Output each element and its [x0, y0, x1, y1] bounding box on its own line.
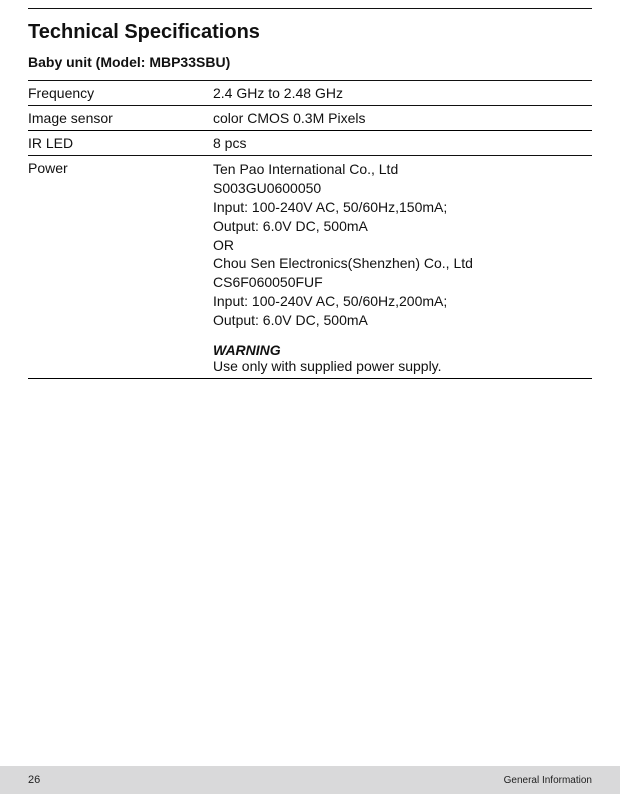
page-title: Technical Specifications: [28, 21, 592, 44]
power-line: Ten Pao International Co., Ltd: [213, 160, 592, 179]
top-rule: [28, 8, 592, 9]
power-line: Input: 100-240V AC, 50/60Hz,150mA;: [213, 198, 592, 217]
spec-table: Frequency 2.4 GHz to 2.48 GHz Image sens…: [28, 80, 592, 379]
spec-value: color CMOS 0.3M Pixels: [213, 106, 592, 131]
power-line: Chou Sen Electronics(Shenzhen) Co., Ltd: [213, 254, 592, 273]
power-line: OR: [213, 236, 592, 255]
power-line: Output: 6.0V DC, 500mA: [213, 217, 592, 236]
spec-key: Frequency: [28, 81, 213, 106]
footer-section-label: General Information: [504, 775, 592, 786]
spec-key: IR LED: [28, 131, 213, 156]
table-row: IR LED 8 pcs: [28, 131, 592, 156]
page-number: 26: [28, 774, 40, 786]
table-row: Power Ten Pao International Co., Ltd S00…: [28, 156, 592, 379]
spec-key: Image sensor: [28, 106, 213, 131]
warning-label: WARNING: [213, 342, 592, 358]
spec-value: 2.4 GHz to 2.48 GHz: [213, 81, 592, 106]
spec-key: Power: [28, 156, 213, 379]
power-line: S003GU0600050: [213, 179, 592, 198]
page-subtitle: Baby unit (Model: MBP33SBU): [28, 54, 592, 70]
warning-text: Use only with supplied power supply.: [213, 358, 592, 374]
table-row: Image sensor color CMOS 0.3M Pixels: [28, 106, 592, 131]
power-detail-lines: Ten Pao International Co., Ltd S003GU060…: [213, 160, 592, 330]
power-line: Input: 100-240V AC, 50/60Hz,200mA;: [213, 292, 592, 311]
spec-value: 8 pcs: [213, 131, 592, 156]
page-footer: 26 General Information: [0, 766, 620, 794]
power-line: Output: 6.0V DC, 500mA: [213, 311, 592, 330]
spec-value-power: Ten Pao International Co., Ltd S003GU060…: [213, 156, 592, 379]
table-row: Frequency 2.4 GHz to 2.48 GHz: [28, 81, 592, 106]
power-line: CS6F060050FUF: [213, 273, 592, 292]
